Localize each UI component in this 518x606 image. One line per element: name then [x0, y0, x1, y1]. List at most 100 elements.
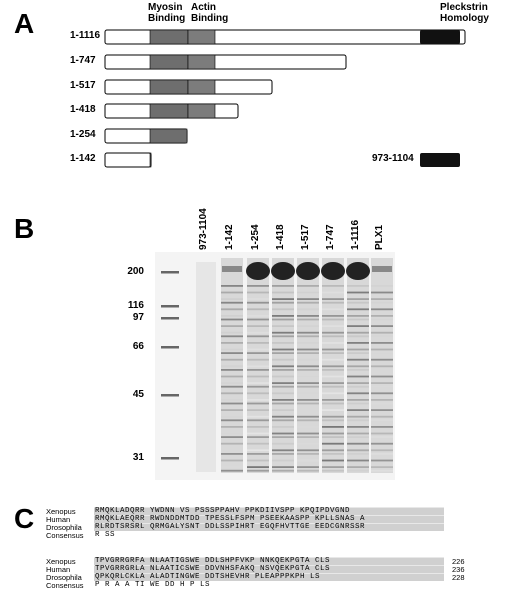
gel-band: [297, 352, 319, 354]
gel-band: [297, 285, 319, 287]
gel-band: [347, 426, 369, 428]
gel-band: [272, 375, 294, 378]
gel-band: [247, 375, 269, 378]
gel-band: [272, 449, 294, 452]
gel-band: [371, 449, 393, 452]
construct-label: 973-1104: [372, 153, 414, 164]
gel-band: [297, 365, 319, 368]
gel-band: [297, 459, 319, 462]
gel-band: [297, 392, 319, 395]
sequence: R SS: [95, 531, 116, 539]
gel-band: [247, 415, 269, 418]
panel-label: C: [14, 503, 35, 534]
species-label: Drosophila: [46, 523, 82, 532]
gel-band: [272, 442, 294, 445]
gel-band: [322, 449, 344, 452]
gel-band: [371, 392, 393, 395]
gel-band: [371, 301, 393, 304]
construct-label: 1-142: [70, 153, 96, 164]
gel-band: [272, 342, 294, 344]
protein-band: [246, 262, 270, 280]
gel-band: [322, 331, 344, 334]
gel-band: [347, 402, 369, 405]
alignment-shade: [94, 515, 444, 523]
gel-band: [297, 301, 319, 304]
gel-band: [347, 392, 369, 395]
gel-band: [322, 342, 344, 344]
myosin-domain: [149, 29, 189, 45]
gel-band: [221, 335, 243, 338]
gel-band: [371, 442, 393, 445]
gel-band: [221, 419, 243, 422]
species-label: Consensus: [46, 581, 84, 590]
gel-band: [221, 375, 243, 378]
gel-band: [297, 469, 319, 472]
marker-label: 31: [132, 452, 144, 463]
gel-band: [247, 285, 269, 287]
gel-band: [347, 365, 369, 368]
gel-band: [221, 402, 243, 405]
gel-band: [221, 298, 243, 300]
gel-band: [371, 453, 393, 455]
gel-band: [272, 419, 294, 422]
ladder-band: [161, 346, 179, 349]
gel-band: [297, 442, 319, 445]
gel-band: [297, 318, 319, 321]
gel-band: [297, 291, 319, 294]
gel-band: [221, 315, 243, 317]
gel-band: [297, 308, 319, 311]
gel-band: [371, 342, 393, 344]
gel-band: [371, 459, 393, 462]
gel-band: [247, 325, 269, 327]
gel-band: [272, 432, 294, 435]
gel-band: [297, 409, 319, 411]
gel-band: [322, 325, 344, 327]
gel-band: [371, 469, 393, 472]
gel-band: [347, 409, 369, 411]
species-label: Consensus: [46, 531, 84, 540]
marker-label: 45: [132, 389, 144, 400]
gel-band: [347, 318, 369, 321]
lane-label: 1-254: [250, 224, 261, 250]
gel-band: [322, 409, 344, 411]
gel-band: [347, 382, 369, 384]
gel-band: [322, 352, 344, 354]
gel-band: [297, 449, 319, 452]
gel-band: [221, 466, 243, 468]
gel-band: [272, 335, 294, 338]
gel-band: [247, 291, 269, 294]
gel-band: [247, 409, 269, 411]
gel-band: [322, 399, 344, 401]
species-label: Drosophila: [46, 573, 82, 582]
gel-band: [322, 298, 344, 300]
lane-label: 1-517: [300, 224, 311, 250]
gel-band: [347, 369, 369, 371]
gel-band: [247, 315, 269, 317]
gel-band: [347, 419, 369, 422]
protein-band: [346, 262, 370, 280]
gel-band: [221, 449, 243, 452]
ladder-band: [161, 317, 179, 320]
gel-band: [322, 459, 344, 462]
gel-band: [347, 436, 369, 438]
gel-band: [322, 301, 344, 304]
gel-band: [221, 436, 243, 438]
gel-band: [371, 291, 393, 294]
ph-domain: [420, 153, 460, 167]
alignment-shade: [94, 507, 444, 515]
species-label: Human: [46, 515, 71, 524]
ladder-band: [161, 305, 179, 308]
myosin-domain: [149, 79, 189, 95]
gel-band: [322, 365, 344, 368]
actin-domain: [187, 79, 216, 95]
gel-band: [322, 453, 344, 455]
gel-band: [297, 335, 319, 338]
myosin-domain: [149, 54, 189, 70]
gel-band: [347, 308, 369, 311]
gel-band: [221, 318, 243, 321]
domain-label: Myosin Binding: [148, 2, 186, 24]
gel-band: [221, 348, 243, 351]
gel-band: [297, 358, 319, 361]
gel-band: [347, 315, 369, 317]
gel-band: [371, 352, 393, 354]
